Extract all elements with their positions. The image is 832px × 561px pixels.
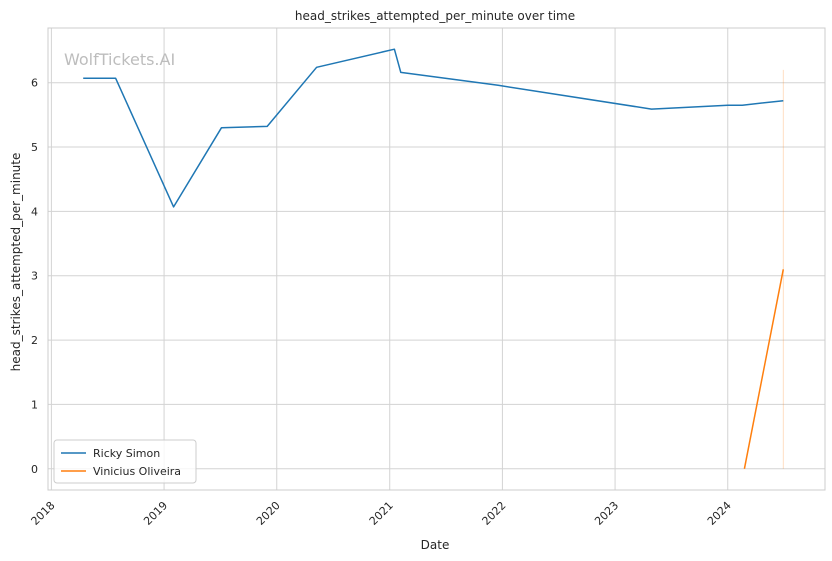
series-lines [83, 48, 785, 469]
y-tick-3: 3 [31, 270, 38, 283]
x-tick-2022: 2022 [480, 499, 509, 528]
legend-box [53, 439, 197, 484]
x-axis-label: Date [421, 538, 450, 552]
x-tick-2020: 2020 [254, 499, 283, 528]
plot-frame [47, 27, 826, 491]
y-tick-2: 2 [31, 334, 38, 347]
x-tick-2023: 2023 [592, 499, 621, 528]
x-tick-2024: 2024 [705, 499, 734, 528]
x-tick-2021: 2021 [367, 499, 396, 528]
grid [48, 28, 825, 490]
x-tick-2018: 2018 [29, 499, 58, 528]
y-tick-0: 0 [31, 463, 38, 476]
plot-border [47, 27, 826, 491]
chart-title: head_strikes_attempted_per_minute over t… [295, 9, 575, 23]
series-line-vinicius-oliveira [743, 269, 785, 469]
y-tick-labels: 0 1 2 3 4 5 6 [31, 77, 38, 476]
y-tick-5: 5 [31, 141, 38, 154]
y-tick-6: 6 [31, 77, 38, 90]
legend: Ricky Simon Vinicius Oliveira [53, 439, 197, 484]
series-line-ricky-simon [83, 48, 784, 208]
legend-label-ricky-simon: Ricky Simon [93, 447, 160, 460]
watermark: WolfTickets.AI [64, 50, 175, 69]
y-tick-4: 4 [31, 205, 38, 218]
legend-label-vinicius-oliveira: Vinicius Oliveira [93, 465, 181, 478]
y-axis-label: head_strikes_attempted_per_minute [9, 153, 23, 372]
y-tick-1: 1 [31, 398, 38, 411]
x-tick-2019: 2019 [141, 499, 170, 528]
x-tick-labels: 2018 2019 2020 2021 2022 2023 2024 [29, 499, 734, 528]
